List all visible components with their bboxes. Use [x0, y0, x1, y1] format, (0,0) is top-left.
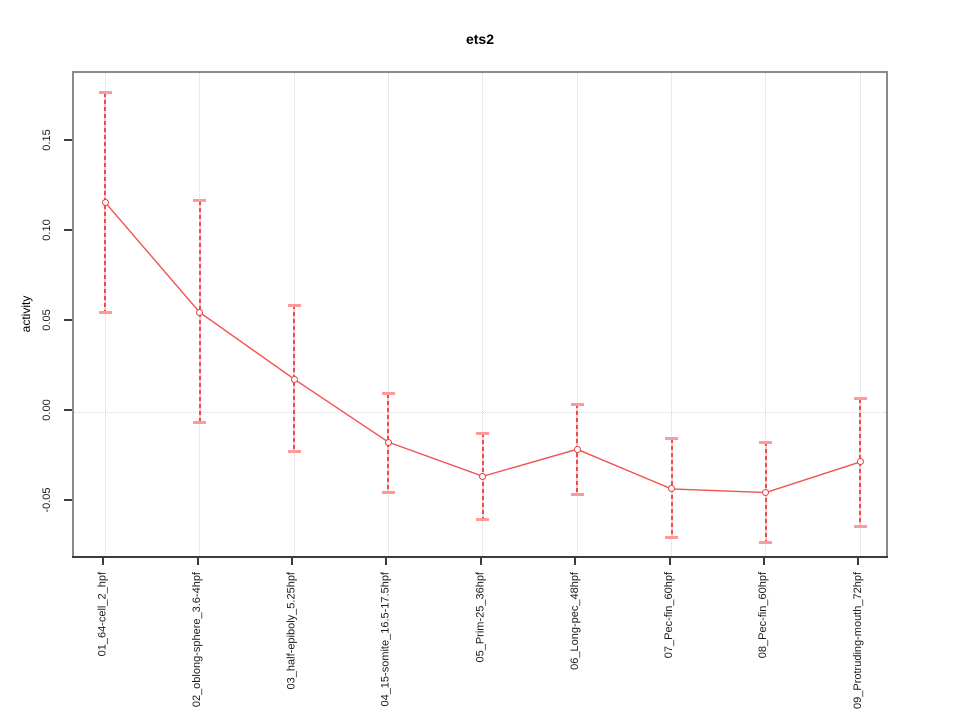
x-axis-line: [72, 556, 888, 558]
y-tick-label: 0.15: [41, 128, 53, 151]
y-tick-label: 0.00: [41, 398, 53, 421]
y-tick: [64, 228, 72, 231]
x-tick-label: 05_Prim-25_36hpf: [474, 572, 487, 663]
data-point-marker: [762, 489, 770, 496]
x-tick: [857, 558, 860, 565]
y-tick: [64, 498, 72, 501]
x-tick: [574, 558, 577, 565]
data-point-marker: [573, 445, 581, 453]
plot-area: [72, 71, 888, 558]
x-tick-label: 03_half-epiboly_5.25hpf: [285, 572, 298, 690]
error-bar-cap-bottom: [665, 536, 678, 539]
y-tick: [64, 408, 72, 411]
zero-grid-line: [74, 411, 886, 413]
data-point-marker: [384, 438, 392, 446]
x-tick: [196, 558, 199, 565]
y-tick-label: 0.10: [41, 218, 53, 241]
x-tick: [102, 558, 105, 565]
x-tick: [668, 558, 671, 565]
y-tick: [64, 138, 72, 141]
data-point-marker: [668, 485, 675, 493]
data-point-marker: [479, 472, 487, 480]
y-axis-label: activity: [19, 295, 33, 333]
x-tick: [385, 558, 388, 565]
error-bar-cap-bottom: [381, 491, 395, 494]
data-point-marker: [101, 199, 109, 207]
x-tick-label: 04_15-somite_16.5-17.5hpf: [379, 572, 392, 707]
data-point-marker: [856, 458, 864, 466]
data-point-marker: [196, 309, 204, 316]
error-bar-cap-top: [381, 392, 395, 395]
error-bar-cap-top: [287, 303, 301, 307]
x-tick-label: 01_64-cell_2_hpf: [96, 572, 109, 657]
error-bar-cap-bottom: [476, 518, 490, 521]
error-bar-cap-bottom: [853, 525, 867, 529]
error-bar-cap-bottom: [193, 420, 207, 424]
y-tick-label: 0.05: [41, 308, 53, 331]
error-bar-cap-bottom: [570, 492, 584, 496]
x-tick-label: 09_Protruding-mouth_72hpf: [851, 572, 864, 709]
x-tick-label: 02_oblong-sphere_3.6-4hpf: [191, 572, 204, 708]
error-bar-cap-bottom: [287, 449, 301, 453]
x-tick: [762, 558, 765, 565]
y-tick: [64, 318, 72, 321]
error-bar-cap-top: [98, 91, 112, 95]
x-tick-label: 06_Long-pec_48hpf: [568, 572, 581, 670]
y-tick-label: -0.05: [41, 486, 53, 513]
error-bar-cap-top: [476, 431, 490, 435]
x-tick: [291, 558, 294, 565]
x-tick: [479, 558, 482, 565]
error-bar-cap-top: [193, 199, 207, 203]
error-bar-cap-bottom: [98, 311, 112, 314]
error-bar-cap-top: [665, 437, 678, 440]
x-tick-label: 08_Pec-fin_60hpf: [757, 572, 770, 659]
error-bar-cap-top: [759, 440, 773, 444]
x-tick-label: 07_Pec-fin_60hpf: [663, 572, 675, 659]
error-bar-cap-top: [570, 402, 584, 406]
chart-title: ets2: [465, 31, 495, 47]
error-bar-cap-bottom: [759, 541, 773, 545]
data-point-marker: [290, 375, 298, 383]
error-bar-cap-top: [853, 397, 867, 401]
